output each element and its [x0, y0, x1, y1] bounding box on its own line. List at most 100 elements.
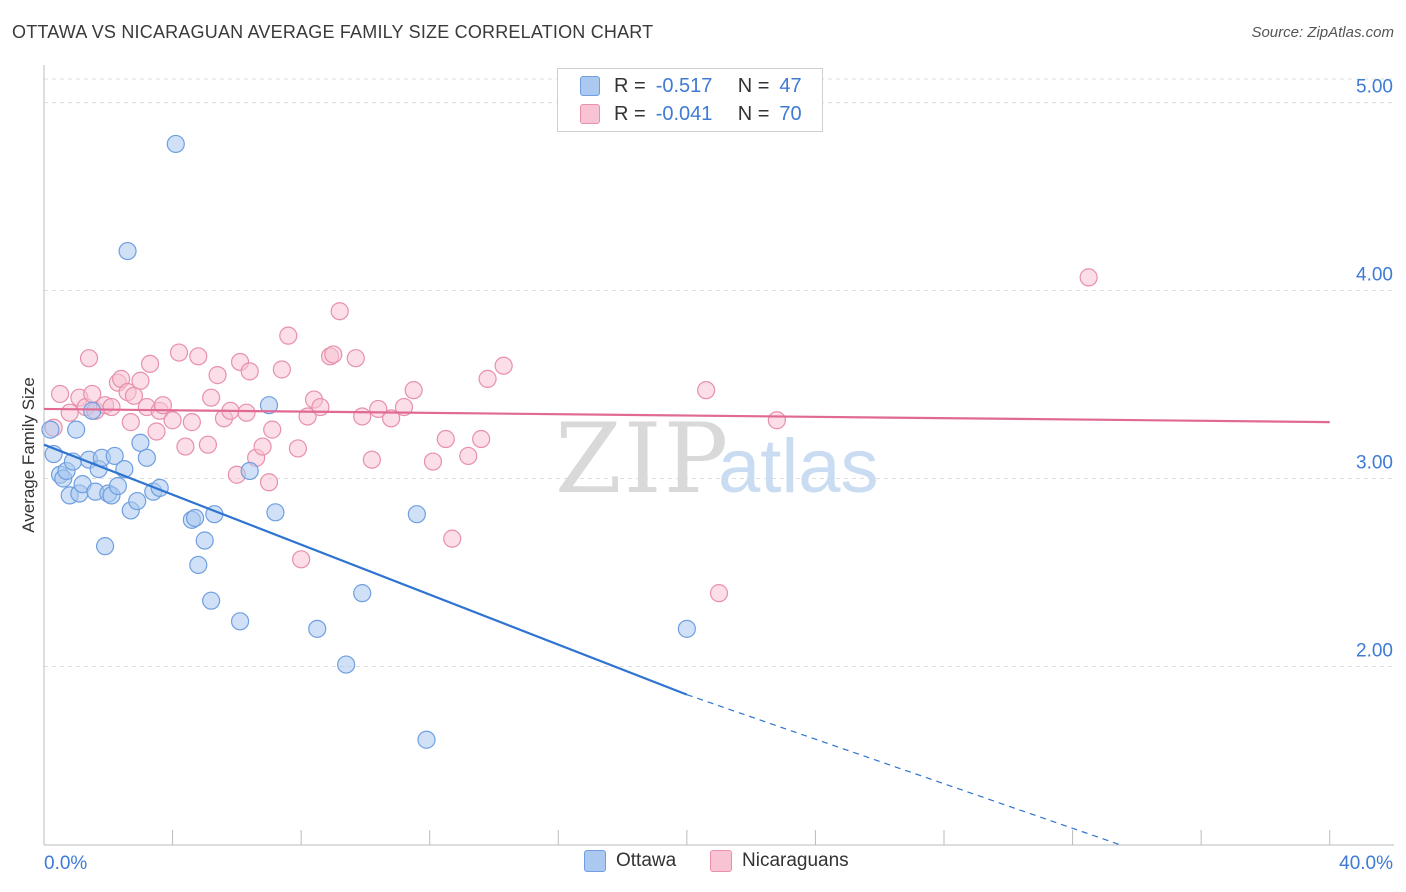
- nicaraguans-point: [79, 349, 99, 368]
- nicaraguans-point: [176, 437, 195, 456]
- series-legend: Ottawa Nicaraguans: [0, 850, 1406, 880]
- nicaraguans-point: [240, 362, 259, 381]
- series-swatch-ottawa: [584, 850, 606, 872]
- nicaraguans-point: [140, 354, 160, 373]
- ottawa-trend-extension: [686, 694, 1121, 846]
- nicaraguans-point: [478, 369, 497, 388]
- nicaraguans-point: [202, 388, 221, 407]
- ottawa-point: [67, 420, 86, 439]
- y-axis-label: Average Family Size: [19, 377, 38, 533]
- nicaraguans-point: [279, 326, 298, 345]
- nicaraguans-point: [472, 429, 491, 449]
- series-swatch-nicaraguans: [710, 850, 732, 872]
- ottawa-point: [185, 508, 205, 528]
- series-legend-label: Nicaraguans: [742, 850, 849, 871]
- chart-title: OTTAWA VS NICARAGUAN AVERAGE FAMILY SIZE…: [12, 22, 654, 42]
- nicaraguans-point: [353, 407, 372, 426]
- nicaraguans-point: [124, 386, 144, 405]
- nicaraguans-point: [324, 345, 343, 364]
- ottawa-point: [230, 612, 250, 631]
- nicaraguans-point: [767, 411, 786, 430]
- ottawa-point: [108, 476, 128, 496]
- nicaraguans-point: [423, 452, 443, 471]
- ottawa-point: [189, 555, 208, 575]
- nicaraguans-point: [346, 349, 365, 368]
- ottawa-point: [266, 503, 285, 522]
- legend-r-value: -0.517: [655, 74, 713, 97]
- y-tick-label: 3.00: [1356, 452, 1393, 473]
- nicaraguans-point: [259, 473, 279, 492]
- nicaraguans-point: [709, 584, 729, 603]
- ottawa-point: [240, 461, 259, 481]
- ottawa-trend-line: [43, 443, 688, 696]
- ottawa-point: [195, 531, 214, 550]
- nicaraguans-point: [1079, 268, 1098, 287]
- legend-swatch-nicaraguans: [580, 104, 600, 124]
- nicaraguans-point: [263, 420, 282, 439]
- legend-row-ottawa: R = -0.517 N = 47: [580, 72, 802, 100]
- nicaraguans-point: [237, 403, 256, 422]
- nicaraguans-point: [163, 411, 182, 430]
- legend-n-value: 47: [779, 74, 802, 97]
- ottawa-point: [417, 730, 436, 749]
- nicaraguans-trend-line: [43, 407, 1330, 424]
- nicaraguans-point: [494, 356, 513, 375]
- legend-r-label: R =: [614, 102, 646, 125]
- nicaraguans-point: [311, 397, 330, 417]
- ottawa-point: [95, 537, 115, 556]
- legend-n-value: 70: [779, 102, 802, 125]
- x-tick-label: 0.0%: [44, 853, 87, 874]
- legend-r-value: -0.041: [655, 102, 713, 125]
- nicaraguans-point: [131, 371, 150, 390]
- series-legend-label: Ottawa: [616, 850, 677, 871]
- nicaraguans-point: [198, 435, 218, 454]
- ottawa-point: [308, 619, 327, 638]
- y-tick-label: 5.00: [1356, 77, 1393, 98]
- nicaraguans-point: [362, 450, 381, 469]
- nicaraguans-point: [102, 397, 121, 417]
- y-tick-label: 2.00: [1356, 640, 1393, 661]
- nicaraguans-point: [147, 422, 166, 441]
- ottawa-point: [105, 446, 124, 466]
- watermark-atlas: atlas: [718, 424, 879, 509]
- ottawa-point: [259, 396, 279, 415]
- ottawa-point: [166, 134, 185, 154]
- ottawa-point: [677, 619, 696, 638]
- x-tick-label: 40.0%: [1339, 853, 1393, 874]
- ottawa-point: [118, 241, 137, 261]
- nicaraguans-point: [443, 529, 462, 548]
- legend-r-label: R =: [614, 74, 646, 97]
- nicaraguans-point: [272, 360, 291, 379]
- nicaraguans-point: [50, 384, 70, 404]
- nicaraguans-point: [292, 550, 311, 569]
- stats-legend: R = -0.517 N = 47 R = -0.041 N = 70: [557, 68, 823, 132]
- nicaraguans-point: [288, 439, 308, 458]
- nicaraguans-point: [436, 429, 455, 449]
- ottawa-point: [137, 448, 156, 467]
- nicaraguans-point: [182, 413, 201, 432]
- nicaraguans-point: [189, 347, 208, 366]
- legend-n-label: N =: [737, 102, 770, 125]
- watermark-zip: ZIP: [555, 403, 730, 515]
- ottawa-point: [41, 420, 60, 439]
- nicaraguans-point: [330, 302, 349, 321]
- nicaraguans-point: [121, 413, 140, 432]
- ottawa-point: [202, 591, 221, 610]
- series-legend-nicaraguans[interactable]: Nicaraguans: [710, 850, 849, 872]
- series-legend-ottawa[interactable]: Ottawa: [584, 850, 676, 872]
- legend-row-nicaraguans: R = -0.041 N = 70: [580, 100, 802, 128]
- source-label: Source: ZipAtlas.com: [1251, 24, 1394, 41]
- nicaraguans-point: [382, 409, 401, 428]
- nicaraguans-point: [169, 343, 189, 362]
- ottawa-point: [407, 505, 426, 524]
- ottawa-point: [131, 433, 150, 452]
- ottawa-point: [128, 491, 147, 511]
- ottawa-point: [83, 401, 102, 420]
- nicaraguans-point: [253, 437, 272, 456]
- nicaraguans-point: [404, 381, 423, 400]
- nicaraguans-point: [60, 403, 79, 422]
- nicaraguans-point: [208, 366, 227, 385]
- nicaraguans-point: [394, 397, 414, 417]
- nicaraguans-point: [459, 446, 478, 466]
